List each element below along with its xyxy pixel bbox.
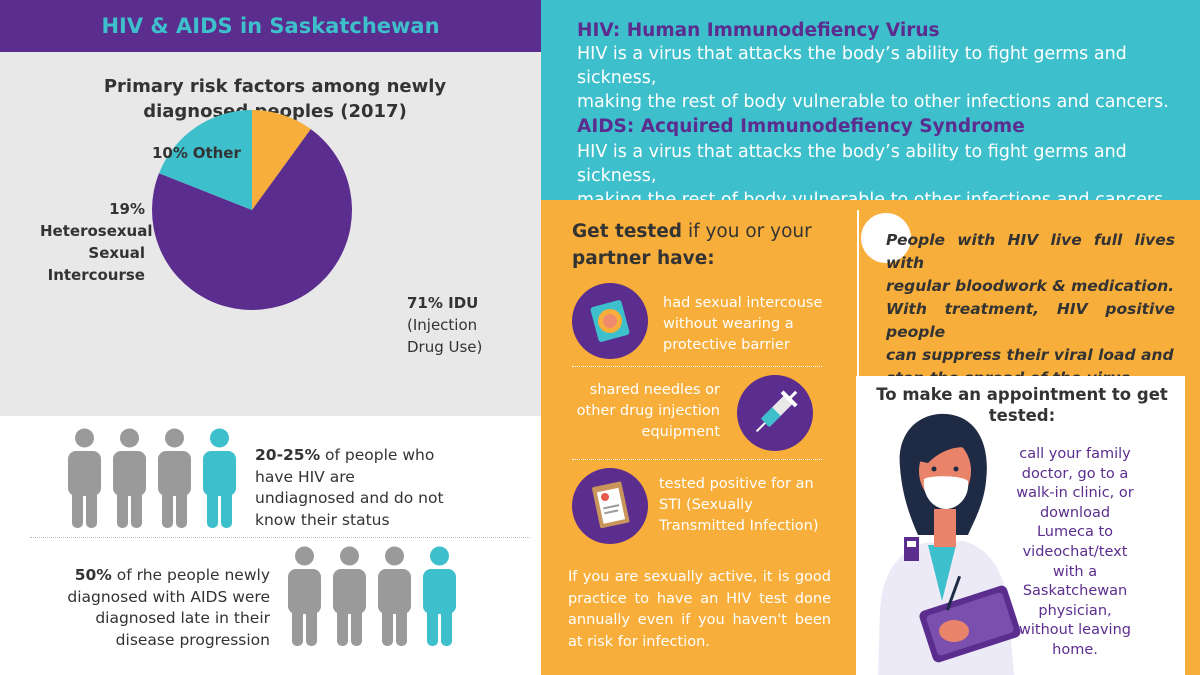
pie-slice-idu <box>152 129 352 310</box>
person-icon <box>333 546 366 650</box>
risk-divider <box>572 366 822 367</box>
appointment-line: videochat/text <box>1022 543 1128 560</box>
pie-label-idu: 71% IDU (Injection Drug Use) <box>407 294 483 356</box>
stat-divider <box>30 537 530 538</box>
person-icon-highlighted <box>203 428 236 532</box>
risk-factors-pie-chart <box>152 110 352 310</box>
risk-divider <box>572 459 822 460</box>
hiv-definition-body: HIV is a virus that attacks the body’s a… <box>577 44 1169 112</box>
appointment-line: Saskatchewan <box>1022 583 1128 600</box>
risk-item-shared-needles: shared needles or other drug injection e… <box>576 382 720 440</box>
person-icon <box>288 546 321 650</box>
person-icon <box>113 428 146 532</box>
clipboard-icon <box>572 468 648 544</box>
stat-late-diagnosis: 50% of rhe people newly diagnosed with A… <box>67 566 270 649</box>
syringe-icon <box>737 375 813 451</box>
appointment-title: To make an appointment to get tested: <box>876 385 1168 425</box>
quote-dot <box>861 213 911 263</box>
appointment-instructions: call your family doctor, go to a walk-in c… <box>1010 445 1140 661</box>
annual-test-note: If you are sexually active, it is good p… <box>568 569 831 650</box>
person-icon-highlighted <box>423 546 456 650</box>
page-title: HIV & AIDS in Saskatchewan <box>0 0 541 52</box>
person-icon <box>378 546 411 650</box>
pie-slice-heterosexual <box>159 110 252 210</box>
doctor-illustration <box>878 413 1021 675</box>
aids-definition-title: AIDS: Acquired Immunodefiency Syndrome <box>577 116 1025 137</box>
pie-label-heterosexual: 19% Heterosexual Sexual Intercourse <box>40 200 153 284</box>
appointment-line: download <box>1039 504 1111 521</box>
pie-slice-other <box>252 110 311 210</box>
people-icon-row-undiagnosed <box>68 428 236 532</box>
pie-label-other: 10% Other <box>152 144 241 162</box>
hiv-definition-title: HIV: Human Immunodefiency Virus <box>577 20 940 41</box>
chart-title: Primary risk factors among newly diagnos… <box>103 76 447 122</box>
appointment-line: call your family <box>1019 446 1131 462</box>
appointment-line: with a <box>1052 563 1098 580</box>
appointment-line: physician, <box>1038 602 1112 619</box>
person-icon <box>68 428 101 532</box>
definitions-panel: HIV: Human Immunodefiency Virus HIV is a… <box>541 0 1200 210</box>
risk-item-sexual-intercourse: had sexual intercouse without wearing a … <box>663 295 823 353</box>
appointment-line: Lumeca to <box>1036 524 1114 541</box>
condom-icon <box>572 283 648 359</box>
appointment-line: doctor, go to a <box>1021 465 1129 482</box>
appointment-line: without leaving <box>1019 622 1131 639</box>
appointment-line: home. <box>1052 641 1098 658</box>
people-icon-row-late <box>288 546 456 650</box>
appointment-line: walk-in clinic, or <box>1016 485 1134 502</box>
get-tested-title: Get tested if you or your partner have: <box>572 221 812 269</box>
stat-undiagnosed: 20-25% of people who have HIV are undiag… <box>255 446 444 529</box>
living-with-hiv-quote: People with HIV live full lives with reg… <box>886 231 1175 387</box>
risk-item-sti-positive: tested positive for an STI (Sexually Tra… <box>659 476 819 534</box>
person-icon <box>158 428 191 532</box>
